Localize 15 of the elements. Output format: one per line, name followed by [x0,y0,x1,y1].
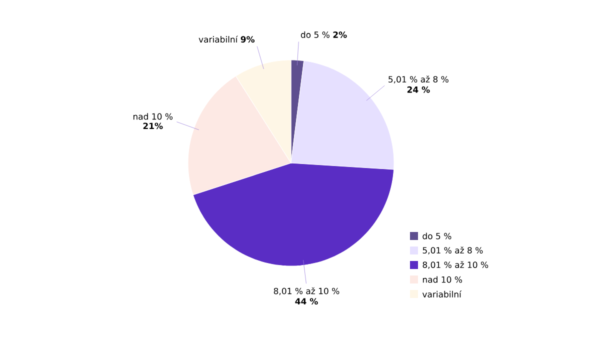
slice-label: 8,01 % až 10 % [274,287,340,296]
legend-label: nad 10 % [422,276,462,283]
legend-label: 8,01 % až 10 % [422,261,488,269]
data-label: 21% [143,122,163,130]
slice-label: nad 10 % [133,113,173,120]
data-label: 2% [333,32,347,38]
data-label: 44 % [295,298,318,305]
data-label: 9% [240,36,255,43]
data-label: 24 % [407,86,430,93]
legend-label: 5,01 % až 8 % [422,246,483,254]
slice-label: do 5 % [300,31,330,38]
slice-label: variabilní [198,36,238,43]
slice-label: 5,01 % až 8 % [388,76,448,84]
legend-label: do 5 % [422,232,452,240]
legend-label: variabilní [422,290,462,298]
